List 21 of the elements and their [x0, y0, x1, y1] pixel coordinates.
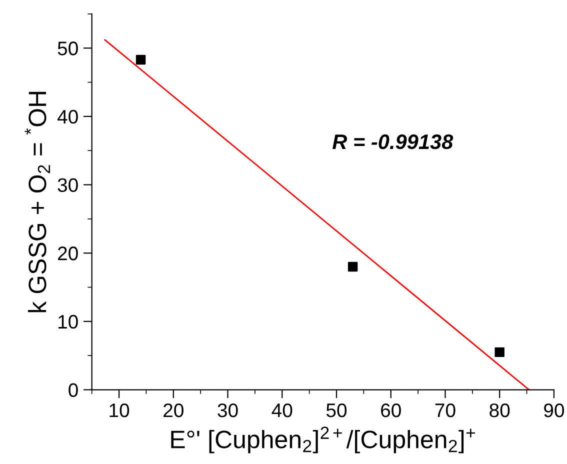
y-tick-label: 20: [58, 246, 78, 260]
x-tick-label: 70: [435, 403, 456, 418]
x-tick-label: 90: [544, 403, 564, 418]
x-tick-label: 10: [110, 403, 130, 418]
annotation: R = -0.99138: [332, 134, 454, 150]
x-tick-label: 60: [381, 403, 401, 418]
y-tick-label: 30: [58, 178, 78, 192]
x-axis-title: E°' [Cuphen$_{2}$]$^{2+}$/[Cuphen$_{2}$]$^{+}$: [171, 426, 475, 454]
x-tick-label: 80: [490, 403, 510, 418]
point: [348, 262, 358, 272]
x-tick-label: 50: [326, 403, 347, 418]
point: [136, 54, 146, 65]
y-tick-label: 0: [68, 383, 78, 397]
x-tick-label: 20: [164, 403, 184, 418]
x-tick-label: 30: [218, 403, 238, 418]
y-axis-title: k GSSG + O$_{2}$ = $^{*}$OH: [24, 92, 50, 312]
y-tick-label: 40: [57, 110, 78, 124]
y-tick-label: 50: [58, 42, 78, 56]
y-tick-label: 10: [58, 314, 78, 329]
x-tick-label: 40: [272, 403, 292, 418]
point: [494, 347, 504, 358]
